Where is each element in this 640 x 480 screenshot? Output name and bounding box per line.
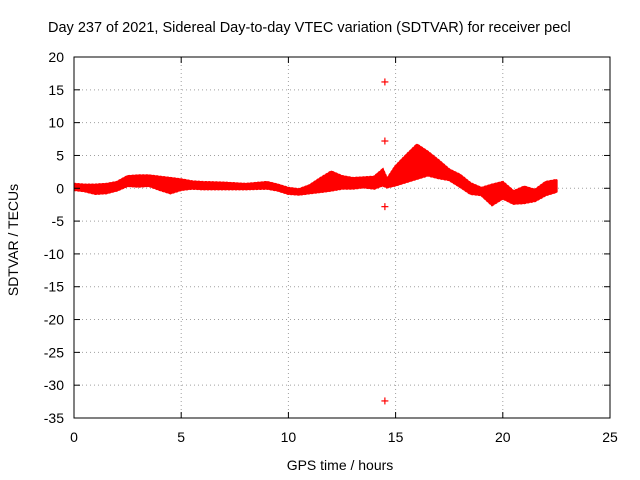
outlier-point	[381, 203, 389, 211]
y-ticks: 20 15 10 5 0 -5 -10 -15 -20 -25 -30 -35	[44, 49, 610, 426]
x-tick-label: 5	[177, 429, 185, 445]
data-band	[74, 143, 558, 206]
x-axis-label: GPS time / hours	[287, 457, 394, 473]
y-tick-label: 20	[48, 49, 64, 65]
y-tick-label: -15	[44, 279, 64, 295]
chart-title: Day 237 of 2021, Sidereal Day-to-day VTE…	[48, 20, 571, 36]
y-tick-label: 15	[48, 82, 64, 98]
y-tick-label: -20	[44, 312, 64, 328]
y-tick-label: 5	[56, 147, 64, 163]
outlier-point	[381, 137, 389, 145]
y-tick-label: -30	[44, 377, 64, 393]
y-tick-label: -5	[52, 213, 65, 229]
y-tick-label: -25	[44, 344, 64, 360]
grid	[74, 57, 610, 418]
x-tick-label: 10	[281, 429, 297, 445]
data-band-upper-edge	[74, 143, 557, 194]
data-series	[74, 143, 558, 207]
outlier-point	[381, 397, 389, 405]
x-tick-label: 25	[602, 429, 618, 445]
outliers	[381, 78, 389, 405]
x-tick-label: 15	[388, 429, 404, 445]
y-tick-label: -35	[44, 410, 64, 426]
x-ticks: 0 5 10 15 20 25	[70, 57, 618, 445]
outlier-point	[381, 78, 389, 86]
y-axis-label: SDTVAR / TECUs	[5, 184, 21, 296]
x-tick-label: 20	[495, 429, 511, 445]
y-tick-label: 0	[56, 180, 64, 196]
y-tick-label: 10	[48, 115, 64, 131]
y-tick-label: -10	[44, 246, 64, 262]
plot-frame	[73, 56, 611, 419]
data-band-lower-edge	[74, 173, 557, 207]
x-tick-label: 0	[70, 429, 78, 445]
